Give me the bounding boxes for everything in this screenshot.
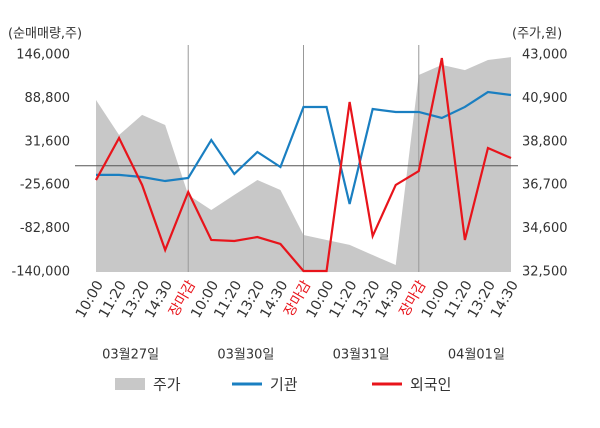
y2-tick-label: 34,600 bbox=[522, 221, 568, 236]
y-tick-label: -140,000 bbox=[12, 265, 70, 280]
y-tick-label: 88,800 bbox=[25, 91, 71, 106]
date-label: 03월27일 bbox=[102, 348, 159, 363]
y2-axis-label: (주가,원) bbox=[512, 27, 562, 42]
legend-label: 주가 bbox=[153, 376, 181, 394]
y2-tick-label: 38,800 bbox=[522, 134, 568, 149]
date-label: 03월30일 bbox=[217, 348, 274, 363]
legend-label: 기관 bbox=[270, 376, 298, 394]
legend-swatch bbox=[115, 378, 145, 390]
y-axis-label: (순매매량,주) bbox=[8, 27, 82, 42]
y-tick-label: 146,000 bbox=[16, 48, 70, 63]
series-line bbox=[96, 90, 512, 205]
y-tick-label: -25,600 bbox=[20, 178, 70, 193]
y2-tick-label: 36,700 bbox=[522, 178, 568, 193]
date-label: 04월01일 bbox=[448, 348, 505, 363]
y-tick-label: -82,800 bbox=[20, 221, 70, 236]
y2-tick-label: 32,500 bbox=[522, 265, 568, 280]
y2-tick-label: 40,900 bbox=[522, 91, 568, 106]
y2-tick-label: 43,000 bbox=[522, 48, 568, 63]
date-label: 03월31일 bbox=[333, 348, 390, 363]
y-tick-label: 31,600 bbox=[25, 134, 71, 149]
legend-label: 외국인 bbox=[410, 376, 451, 394]
series-line bbox=[95, 57, 512, 273]
